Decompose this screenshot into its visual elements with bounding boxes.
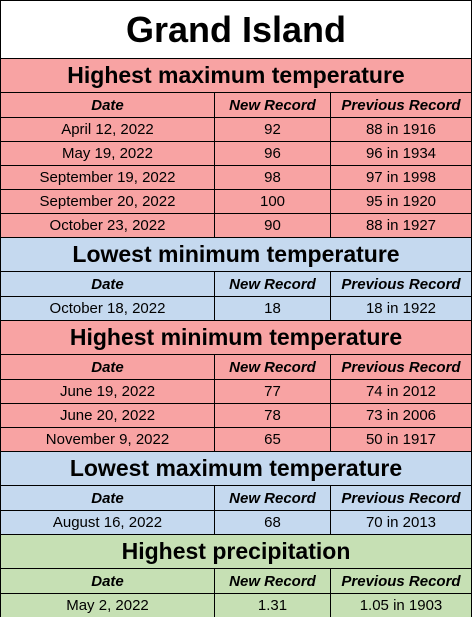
column-header: New Record: [214, 568, 331, 594]
table-cell: 74 in 2012: [330, 379, 472, 404]
table-cell: 95 in 1920: [330, 189, 472, 214]
table-cell: 96 in 1934: [330, 141, 472, 166]
column-header: Previous Record: [330, 568, 472, 594]
table-cell: 97 in 1998: [330, 165, 472, 190]
column-header: New Record: [214, 485, 331, 511]
column-header: New Record: [214, 92, 331, 118]
table-cell: April 12, 2022: [0, 117, 215, 142]
column-header: New Record: [214, 271, 331, 297]
table-cell: 78: [214, 403, 331, 428]
table-cell: August 16, 2022: [0, 510, 215, 535]
table-cell: 88 in 1927: [330, 213, 472, 238]
table-cell: June 19, 2022: [0, 379, 215, 404]
table-cell: October 18, 2022: [0, 296, 215, 321]
table-cell: 77: [214, 379, 331, 404]
column-header: Previous Record: [330, 354, 472, 380]
table-cell: 100: [214, 189, 331, 214]
table-cell: June 20, 2022: [0, 403, 215, 428]
table-cell: 1.05 in 1903: [330, 593, 472, 617]
table-cell: 65: [214, 427, 331, 452]
column-header: New Record: [214, 354, 331, 380]
section-heading: Lowest maximum temperature: [0, 451, 472, 486]
column-header: Previous Record: [330, 485, 472, 511]
table-cell: 70 in 2013: [330, 510, 472, 535]
section-heading: Lowest minimum temperature: [0, 237, 472, 272]
column-header: Date: [0, 354, 215, 380]
table-cell: November 9, 2022: [0, 427, 215, 452]
section-heading: Highest maximum temperature: [0, 58, 472, 93]
table-cell: 98: [214, 165, 331, 190]
column-header: Date: [0, 485, 215, 511]
column-header: Previous Record: [330, 92, 472, 118]
table-cell: 1.31: [214, 593, 331, 617]
table-cell: 18 in 1922: [330, 296, 472, 321]
section-heading: Highest minimum temperature: [0, 320, 472, 355]
column-header: Date: [0, 568, 215, 594]
table-cell: May 19, 2022: [0, 141, 215, 166]
table-cell: 90: [214, 213, 331, 238]
table-cell: 68: [214, 510, 331, 535]
table-cell: September 19, 2022: [0, 165, 215, 190]
table-cell: 18: [214, 296, 331, 321]
table-cell: 50 in 1917: [330, 427, 472, 452]
column-header: Date: [0, 271, 215, 297]
table-cell: October 23, 2022: [0, 213, 215, 238]
column-header: Date: [0, 92, 215, 118]
table-cell: 96: [214, 141, 331, 166]
table-cell: 73 in 2006: [330, 403, 472, 428]
table-cell: 92: [214, 117, 331, 142]
title: Grand Island: [0, 0, 472, 59]
table-cell: September 20, 2022: [0, 189, 215, 214]
column-header: Previous Record: [330, 271, 472, 297]
table-cell: May 2, 2022: [0, 593, 215, 617]
table-cell: 88 in 1916: [330, 117, 472, 142]
section-heading: Highest precipitation: [0, 534, 472, 569]
